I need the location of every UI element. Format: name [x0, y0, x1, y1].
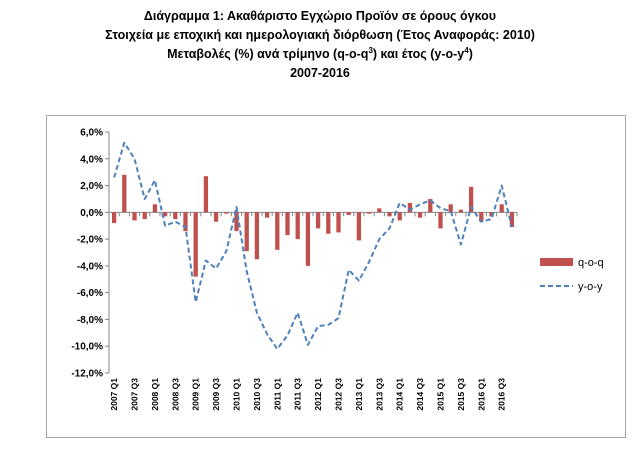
x-tick-label: 2015 Q1	[436, 378, 446, 411]
chart-area: 6,0% 4,0% 2,0% 0,0% -2,0% -4,0% -6,0% -8,0% -10,…	[46, 115, 626, 438]
line-yoy	[113, 141, 513, 350]
bar-qoq	[336, 212, 341, 233]
y-tick-label: 6,0%	[80, 128, 103, 139]
bar-qoq	[244, 212, 249, 252]
bar-qoq	[458, 209, 464, 213]
y-tick-label: -4,0%	[77, 261, 103, 272]
bar-qoq	[275, 212, 280, 250]
legend-label-qoq: q-o-q	[578, 257, 604, 269]
bar-qoq	[234, 212, 239, 232]
bar-qoq	[162, 212, 168, 217]
bar-qoq	[387, 212, 392, 217]
x-tick-label: 2007 Q3	[130, 378, 140, 411]
y-tick-label: 0,0%	[80, 208, 103, 219]
x-tick-label: 2014 Q1	[395, 378, 405, 411]
chart-period: 2007-2016	[290, 66, 350, 80]
bar-qoq	[448, 204, 453, 213]
x-tick-label: 2014 Q3	[415, 378, 425, 411]
y-tick-label: -10,0%	[71, 342, 103, 353]
bar-qoq	[285, 212, 290, 236]
legend-label-yoy: y-o-y	[578, 281, 603, 293]
bar-qoq	[428, 198, 433, 213]
bar-qoq	[489, 212, 494, 217]
bar-qoq	[213, 212, 219, 222]
x-tick-label: 2009 Q3	[211, 378, 221, 411]
bar-qoq	[173, 212, 178, 220]
bar-qoq	[203, 176, 209, 213]
bar-qoq	[224, 212, 229, 214]
x-tick-label: 2009 Q1	[191, 378, 201, 411]
bar-qoq	[366, 212, 372, 214]
bar-qoq	[356, 212, 362, 241]
x-tick-label: 2011 Q3	[293, 378, 303, 410]
x-tick-label: 2012 Q1	[313, 378, 323, 411]
y-tick-label: -8,0%	[77, 315, 103, 326]
x-tick-label: 2012 Q3	[334, 378, 344, 411]
bar-qoq	[193, 212, 198, 277]
x-tick-label: 2016 Q3	[497, 378, 507, 411]
bar-qoq	[509, 212, 515, 228]
x-tick-label: 2008 Q1	[150, 378, 160, 411]
x-tick-label: 2015 Q3	[456, 378, 466, 411]
y-tick-label: 2,0%	[80, 181, 103, 192]
bar-qoq	[499, 204, 504, 213]
chart-subtitle-changes: Μεταβολές (%) ανά τρίμηνο (q-o-q3) και έ…	[167, 46, 473, 62]
gdp-chart: 6,0% 4,0% 2,0% 0,0% -2,0% -4,0% -6,0% -8,0% -10,…	[71, 128, 604, 411]
bar-qoq	[479, 212, 484, 222]
x-tick-label: 2007 Q1	[109, 378, 119, 411]
x-tick-label: 2010 Q3	[252, 378, 262, 411]
x-tick-label: 2011 Q1	[272, 378, 282, 410]
x-tick-label: 2013 Q1	[354, 378, 364, 411]
bar-qoq	[254, 212, 260, 260]
bar-qoq	[264, 212, 270, 218]
bar-qoq	[132, 212, 137, 221]
bar-qoq	[468, 186, 474, 213]
x-tick-label: 2008 Q3	[170, 378, 180, 411]
y-tick-label: -2,0%	[77, 235, 103, 246]
x-tick-label: 2016 Q1	[476, 378, 486, 411]
chart-title-block: Διάγραμμα 1: Ακαθάριστο Εγχώριο Προϊόν σ…	[0, 7, 640, 83]
y-tick-label: 4,0%	[80, 154, 103, 165]
bar-qoq	[305, 212, 311, 266]
bar-qoq	[407, 202, 413, 213]
chart-subtitle-adjustment: Στοιχεία με εποχική και ημερολογιακή διό…	[105, 28, 535, 42]
bar-qoq	[417, 212, 423, 218]
bar-qoq	[111, 212, 117, 224]
bar-qoq	[152, 204, 158, 213]
y-tick-label: -12,0%	[71, 369, 103, 380]
y-tick-label: -6,0%	[77, 288, 103, 299]
bar-qoq	[142, 212, 147, 220]
x-tick-label: 2010 Q1	[232, 378, 242, 411]
bar-qoq	[122, 174, 127, 213]
bar-qoq	[377, 208, 382, 213]
legend-swatch-qoq	[540, 258, 573, 266]
bar-qoq	[326, 212, 331, 234]
x-tick-label: 2013 Q3	[374, 378, 384, 411]
bar-qoq	[295, 212, 300, 240]
bar-qoq	[315, 212, 321, 229]
bar-qoq	[397, 212, 402, 221]
bar-qoq	[438, 212, 443, 229]
bar-qoq	[346, 212, 351, 216]
bar-qoq	[183, 212, 188, 232]
chart-title: Διάγραμμα 1: Ακαθάριστο Εγχώριο Προϊόν σ…	[143, 9, 497, 23]
